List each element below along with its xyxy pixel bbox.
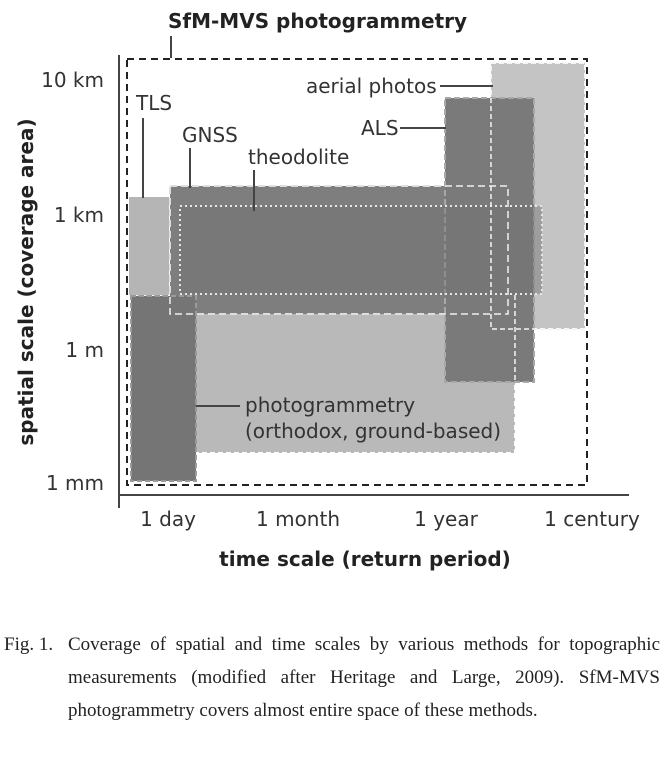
als-label: ALS <box>361 116 399 140</box>
x-tick-1day: 1 day <box>140 507 196 531</box>
y-tick-10km: 10 km <box>41 68 104 92</box>
gnss-label: GNSS <box>182 123 238 147</box>
caption-number: Fig. 1. <box>4 634 54 655</box>
x-tick-1year: 1 year <box>414 507 478 531</box>
tls-label: TLS <box>135 91 172 115</box>
y-tick-1mm: 1 mm <box>46 471 104 495</box>
theodolite-area <box>179 205 543 295</box>
photogrammetry-ground-area <box>130 295 197 482</box>
theodolite-label: theodolite <box>248 145 349 169</box>
scale-diagram: SfM-MVS photogrammetry 10 km 1 km 1 m 1 … <box>14 9 640 571</box>
aerial-outline <box>490 62 586 330</box>
y-tick-1km: 1 km <box>54 203 104 227</box>
tls-area <box>129 197 169 295</box>
als-area <box>444 97 535 383</box>
x-tick-1month: 1 month <box>256 507 340 531</box>
x-axis-label: time scale (return period) <box>219 547 511 571</box>
sfm-mvs-envelope <box>126 58 588 486</box>
diagram-title: SfM-MVS photogrammetry <box>168 9 467 33</box>
y-axis-label: spatial scale (coverage area) <box>14 118 38 445</box>
gnss-outline <box>169 185 509 315</box>
aerial-photos-label: aerial photos <box>306 74 437 98</box>
figure-caption: Fig. 1. Coverage of spatial and time sca… <box>4 628 660 727</box>
y-tick-1m: 1 m <box>65 338 104 362</box>
caption-text: Coverage of spatial and time scales by v… <box>68 634 660 721</box>
photogrammetry-label-line2: (orthodox, ground-based) <box>245 419 501 443</box>
x-tick-1century: 1 century <box>544 507 640 531</box>
photogrammetry-label-line1: photogrammetry <box>245 393 415 417</box>
